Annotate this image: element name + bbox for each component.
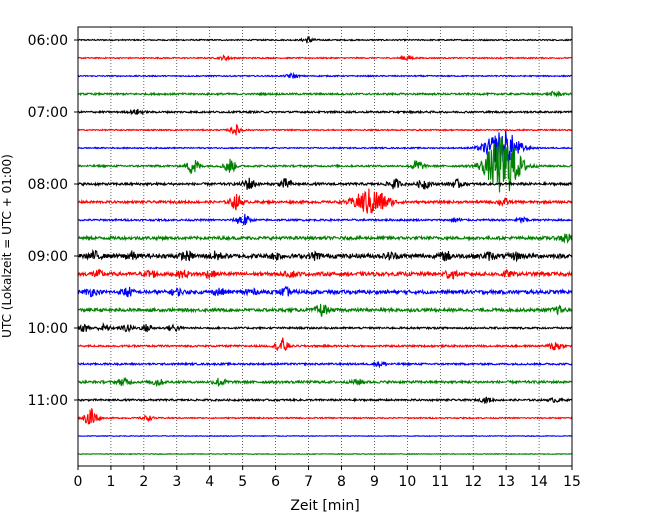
seismogram-trace <box>77 124 573 136</box>
seismogram-trace <box>77 54 573 62</box>
seismogram-trace <box>77 396 573 405</box>
seismogram-trace <box>77 360 573 369</box>
x-tick-label: 5 <box>238 474 247 490</box>
y-tick-label: 09:00 <box>28 249 68 265</box>
seismogram-trace <box>77 71 573 79</box>
x-tick-label: 14 <box>530 474 548 490</box>
x-tick-label: 0 <box>74 474 83 490</box>
y-tick-label: 10:00 <box>28 321 68 337</box>
seismogram-trace <box>77 130 573 166</box>
y-tick-label: 08:00 <box>28 177 68 193</box>
x-tick-label: 1 <box>106 474 115 490</box>
grid-lines <box>110 27 540 466</box>
y-axis-label: UTC (Lokalzeit = UTC + 01:00) <box>0 154 14 338</box>
seismogram-trace <box>77 434 573 438</box>
x-tick-label: 8 <box>337 474 346 490</box>
x-tick-label: 3 <box>172 474 181 490</box>
x-tick-label: 10 <box>398 474 416 490</box>
y-tick-label: 11:00 <box>28 393 68 409</box>
x-axis-label: Zeit [min] <box>290 498 359 514</box>
seismogram-trace <box>77 452 573 456</box>
seismogram-trace <box>77 303 573 317</box>
x-tick-label: 2 <box>139 474 148 490</box>
seismogram-trace <box>77 90 573 98</box>
y-tick-label: 07:00 <box>28 105 68 121</box>
x-tick-label: 6 <box>271 474 280 490</box>
x-tick-label: 15 <box>563 474 581 490</box>
seismogram-trace <box>77 35 573 44</box>
seismogram-trace <box>77 337 573 352</box>
x-tick-label: 12 <box>464 474 482 490</box>
x-tick-label: 13 <box>497 474 515 490</box>
seismogram-trace <box>77 233 573 244</box>
seismogram-trace <box>77 248 573 263</box>
seismogram-trace <box>77 321 573 333</box>
x-tick-label: 9 <box>370 474 379 490</box>
y-tick-label: 06:00 <box>28 33 68 49</box>
seismogram-trace <box>77 408 573 425</box>
x-tick-label: 7 <box>304 474 313 490</box>
y-axis: 06:00 07:00 08:00 09:00 10:00 11:00 <box>28 33 78 409</box>
seismogram-trace <box>77 268 573 280</box>
seismogram-trace <box>77 177 573 190</box>
seismogram-trace <box>77 377 573 387</box>
seismogram-trace <box>77 108 573 116</box>
seismogram-trace <box>77 213 573 226</box>
seismogram-traces <box>77 35 573 456</box>
x-tick-label: 4 <box>205 474 214 490</box>
seismogram-trace <box>77 188 573 214</box>
seismogram-trace <box>77 285 573 298</box>
seismogram-trace <box>77 137 573 193</box>
x-tick-label: 11 <box>431 474 449 490</box>
plot-frame <box>77 26 573 467</box>
x-axis: 0 1 2 3 4 5 6 7 8 9 10 11 12 13 14 15 <box>74 466 581 490</box>
